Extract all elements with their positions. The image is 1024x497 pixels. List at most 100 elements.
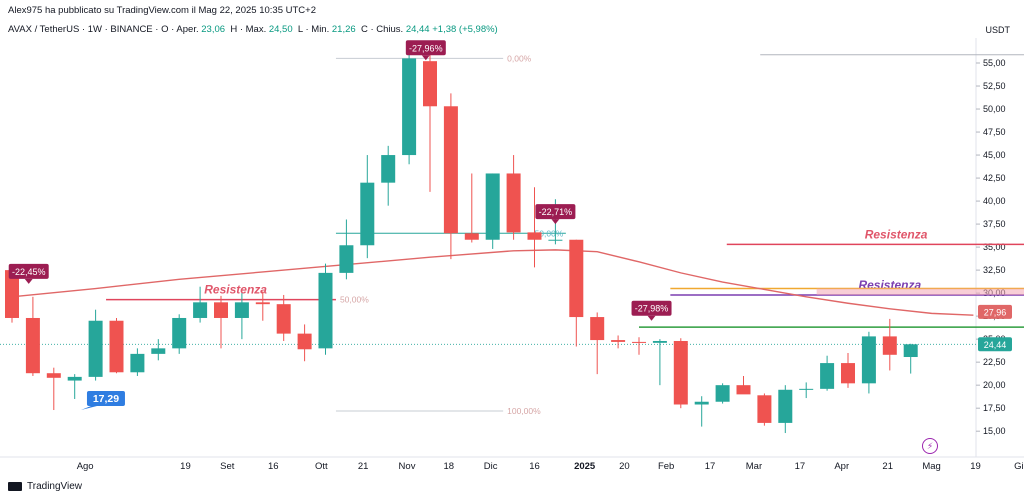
- price-tag-label: 27,96: [984, 307, 1007, 317]
- callout-box: [405, 40, 446, 56]
- candle-body: [172, 317, 187, 349]
- candle-body: [694, 401, 709, 405]
- candle-body: [360, 182, 375, 246]
- callout-pointer: [80, 406, 97, 411]
- candle-body: [841, 363, 855, 384]
- x-tick-label: Ott: [315, 461, 328, 472]
- resistance-zone: [816, 288, 1024, 295]
- x-tick-label: 16: [268, 461, 279, 472]
- fib-level-label: 0,00%: [507, 53, 532, 63]
- x-tick-label: Giu: [1014, 461, 1024, 472]
- candle-body: [569, 239, 584, 318]
- callout-label: -27,96%: [409, 43, 443, 53]
- change-value: +1,38 (+5,98%): [432, 24, 498, 35]
- candle-body: [548, 239, 563, 241]
- candle-body: [778, 389, 793, 423]
- candle-body: [109, 320, 124, 373]
- candle-body: [25, 317, 40, 374]
- y-tick-label: 17,50: [983, 403, 1006, 413]
- brand-label: TradingView: [27, 481, 83, 492]
- x-tick-label: Apr: [834, 461, 849, 472]
- y-tick-label: 50,00: [983, 104, 1006, 114]
- footer-brand[interactable]: TradingView: [8, 481, 82, 492]
- callout-label: -27,98%: [635, 304, 669, 314]
- y-tick-label: 47,50: [983, 127, 1006, 137]
- candle-body: [506, 173, 521, 233]
- close-value: 24,44: [405, 24, 430, 35]
- fib-level-label: 100,00%: [507, 406, 541, 416]
- x-tick-label: 21: [358, 461, 369, 472]
- ohlc-legend: AVAX / TetherUS · 1W · BINANCE · O · Ape…: [8, 24, 498, 35]
- y-tick-label: 45,00: [983, 150, 1006, 160]
- x-tick-label: Feb: [658, 461, 674, 472]
- y-tick-label: 22,50: [983, 357, 1006, 367]
- open-label: Aper.: [176, 24, 199, 35]
- callout-pointer: [647, 315, 656, 321]
- fib-level-label: 50,00%: [340, 295, 369, 305]
- candle-body: [67, 376, 82, 381]
- candle-body: [527, 232, 542, 240]
- x-tick-label: 17: [705, 461, 716, 472]
- candle-body: [611, 340, 626, 342]
- open-value: 23,06: [201, 24, 226, 35]
- y-tick-label: 32,50: [983, 265, 1006, 275]
- resistenza-2-label: Resistenza: [865, 227, 928, 241]
- x-tick-label: 21: [882, 461, 893, 472]
- x-tick-label: Ago: [77, 461, 94, 472]
- x-tick-label: Mag: [922, 461, 940, 472]
- x-tick-label: 19: [180, 461, 191, 472]
- candle-body: [88, 320, 103, 377]
- callout-label: -22,45%: [12, 267, 46, 277]
- candle-body: [46, 373, 61, 378]
- moving-average-line: [11, 249, 974, 316]
- candle-body: [736, 385, 751, 395]
- candle-body: [130, 353, 145, 373]
- callout-box: [8, 263, 49, 279]
- symbol-label[interactable]: AVAX / TetherUS · 1W · BINANCE: [8, 24, 153, 35]
- x-tick-label: 2025: [574, 461, 596, 472]
- candle-body: [339, 245, 354, 273]
- y-tick-label: 35,00: [983, 242, 1006, 252]
- candle-body: [255, 302, 270, 305]
- x-tick-label: Dic: [484, 461, 498, 472]
- candle-body: [861, 336, 876, 384]
- currency-label: USDT: [985, 25, 1011, 35]
- candle-body: [799, 388, 814, 390]
- candle-body: [882, 336, 897, 355]
- x-tick-label: 16: [529, 461, 540, 472]
- candle-body: [423, 61, 437, 107]
- x-tick-label: 19: [970, 461, 981, 472]
- y-tick-label: 40,00: [983, 196, 1006, 206]
- callout-pointer: [421, 55, 430, 61]
- callout-label: 17,29: [93, 393, 119, 405]
- high-label: H · Max.: [230, 24, 267, 35]
- x-tick-label: Nov: [399, 461, 416, 472]
- lightning-icon[interactable]: ⚡: [922, 438, 938, 454]
- price-tag-box: [978, 304, 1012, 319]
- candle-body: [5, 270, 19, 318]
- candle-body: [234, 302, 249, 318]
- x-tick-label: 17: [795, 461, 806, 472]
- tradingview-logo-icon: [8, 482, 22, 491]
- callout-pointer: [24, 278, 33, 284]
- candle-body: [381, 155, 396, 183]
- close-label: C · Chius.: [360, 24, 404, 35]
- o-label: O: [161, 24, 169, 35]
- callout-box: [631, 300, 672, 316]
- resistenza-1-label: Resistenza: [204, 283, 267, 297]
- candle-body: [276, 304, 291, 334]
- callout-box: [86, 391, 125, 407]
- y-tick-label: 20,00: [983, 380, 1006, 390]
- candle-body: [652, 340, 667, 343]
- low-label: L · Min.: [297, 24, 330, 35]
- candle-body: [903, 344, 918, 358]
- candle-body: [485, 173, 500, 240]
- candle-body: [151, 348, 166, 354]
- callout-label: -22,71%: [539, 207, 573, 217]
- y-tick-label: 52,50: [983, 81, 1006, 91]
- high-value: 24,50: [268, 24, 293, 35]
- candle-body: [590, 317, 605, 341]
- candle-body: [318, 272, 333, 349]
- price-tag-box: [978, 337, 1012, 352]
